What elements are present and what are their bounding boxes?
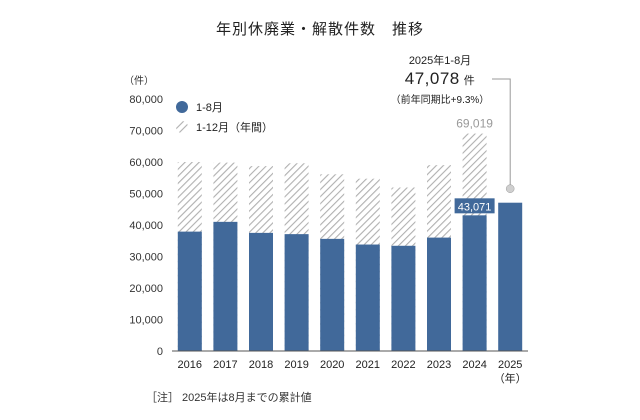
callout-period: 2025年1-8月 [408,55,472,67]
y-tick-label: 40,000 [129,220,163,232]
bar-1-8-2018 [249,232,273,351]
callout-2025: 2025年1-8月 47,078 件 （前年同期比+9.3%） [380,52,500,106]
bar-1-8-2017 [213,221,238,351]
bar-1-8-2020 [320,238,345,351]
y-tick-label: 0 [157,346,163,358]
callout-yoy: （前年同期比+9.3%） [390,95,490,106]
callout-leader-dot [505,184,515,193]
bar-1-8-2025 [498,202,523,351]
x-tick-label: 2023 [427,359,451,371]
data-label-2024-partial-bg [454,198,495,214]
legend-marker-1-8 [176,101,188,113]
x-tick-label: 2019 [284,359,308,371]
y-tick-label: 30,000 [129,252,163,264]
legend-label-1-8: 1-8月 [196,102,223,114]
callout-unit: 件 [463,75,476,87]
x-tick-label: 2021 [356,359,380,371]
bar-1-8-2024 [462,215,487,351]
bar-1-8-2021 [355,244,380,351]
data-label-2024-full: 69,019 [456,117,493,131]
callout-leader-line [492,78,511,189]
bar-1-8-2019 [284,234,309,351]
callout-value: 47,078 [404,69,460,88]
y-tick-label: 20,000 [129,283,163,295]
x-tick-label: 2024 [462,359,486,371]
bar-1-8-2016 [177,231,202,351]
y-tick-label: 60,000 [129,157,163,169]
x-tick-label: 2017 [213,359,237,371]
x-tick-label: 2025 [498,359,522,371]
x-tick-label: 2016 [178,359,202,371]
legend-marker-1-12 [176,121,188,133]
x-axis-unit: （年） [494,371,527,385]
x-tick-label: 2022 [391,359,415,371]
y-tick-label: 50,000 [129,189,163,201]
x-tick-label: 2020 [320,359,344,371]
legend-label-1-12: 1-12月（年間） [196,120,273,134]
y-tick-label: 10,000 [129,315,163,327]
x-tick-label: 2018 [249,359,273,371]
y-tick-label: 70,000 [129,126,163,138]
y-tick-label: 80,000 [129,94,163,106]
footnote: ［注］ 2025年は8月までの累計値 [146,392,312,404]
y-axis-unit: （件） [124,76,154,87]
bar-1-8-2023 [427,237,451,351]
data-label-2024-partial: 43,071 [458,201,492,213]
chart-title: 年別休廃業・解散件数 推移 [215,21,424,38]
callout-value-row: 47,078 件 [380,69,500,89]
bar-1-8-2022 [391,245,416,351]
